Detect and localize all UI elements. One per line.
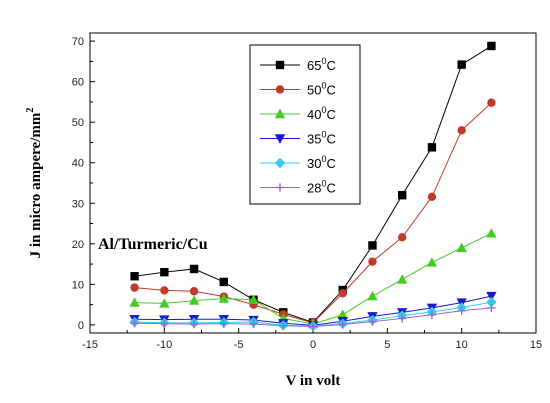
y-tick-label: 60 [72, 77, 84, 89]
legend: 650C 500C 400C 350C 300C 280C [249, 44, 361, 205]
y-tick-label: 0 [78, 320, 84, 332]
legend-item: 350C [260, 130, 336, 147]
legend-marker [275, 60, 285, 70]
x-tick-label: 10 [456, 339, 468, 351]
y-axis-title-main: J in micro ampere/mm [28, 112, 44, 258]
data-point [159, 298, 170, 308]
data-point [456, 242, 467, 253]
legend-frame [249, 44, 361, 205]
data-point [219, 277, 228, 287]
x-axis-title: V in volt [286, 373, 341, 389]
y-tick-label: 40 [72, 158, 84, 170]
data-point [308, 322, 318, 331]
data-point [249, 319, 258, 329]
data-point [457, 60, 466, 69]
data-point [130, 283, 139, 292]
data-point [398, 190, 407, 200]
data-point [338, 320, 347, 329]
series-layer [129, 41, 497, 332]
legend-label: 400C [307, 105, 336, 122]
data-point [426, 257, 438, 267]
legend-marker [274, 108, 286, 119]
data-point [368, 317, 377, 326]
data-point [487, 98, 496, 107]
data-point [160, 286, 169, 295]
data-point [486, 291, 497, 302]
data-point [397, 274, 408, 284]
data-point [188, 295, 200, 305]
y-tick-label: 70 [72, 36, 84, 48]
x-tick-label: -15 [82, 339, 98, 351]
data-point [486, 296, 497, 308]
data-point [219, 319, 228, 328]
data-point [398, 314, 407, 323]
data-point [487, 41, 496, 51]
data-point [337, 309, 348, 319]
data-point [218, 293, 229, 303]
x-tick-label: 0 [310, 339, 316, 351]
data-point [189, 319, 199, 329]
legend-label: 500C [307, 81, 336, 98]
data-point [189, 264, 199, 274]
legend-marker [274, 157, 286, 169]
data-point [189, 287, 199, 296]
legend-label: 300C [307, 154, 336, 171]
data-point [279, 321, 288, 330]
data-point [368, 257, 377, 266]
x-tick-label: 15 [530, 339, 542, 351]
x-tick-label: 5 [384, 339, 390, 351]
y-tick-label: 30 [72, 198, 84, 210]
data-point [486, 228, 497, 238]
y-tick-label: 50 [72, 117, 84, 129]
data-point [427, 192, 437, 201]
data-point [160, 267, 169, 277]
data-point [130, 272, 139, 281]
data-point [457, 126, 466, 135]
legend-label: 650C [307, 56, 336, 73]
data-point [160, 319, 169, 328]
data-point [338, 289, 347, 298]
y-axis-title: J in micro ampere/mm2 [25, 108, 44, 259]
y-tick-label: 20 [72, 239, 84, 251]
data-point [487, 303, 496, 313]
data-point [367, 290, 378, 301]
data-point [427, 310, 437, 319]
legend-label: 280C [307, 179, 336, 196]
x-tick-label: -10 [156, 339, 172, 351]
data-point [248, 294, 259, 304]
data-point [427, 143, 437, 152]
legend-item: 300C [260, 154, 336, 171]
legend-item: 280C [260, 179, 336, 196]
axis-ticks: -15 -10 -5 0 5 10 15 0 10 20 30 40 50 60 70 [72, 36, 542, 351]
x-tick-label: -5 [234, 339, 244, 351]
data-point [368, 241, 377, 250]
data-point [129, 297, 140, 307]
legend-item: 500C [260, 81, 336, 98]
legend-marker [275, 183, 285, 192]
y-axis-title-sup: 2 [25, 108, 36, 113]
annotation-label: Al/Turmeric/Cu [98, 236, 208, 253]
data-point [398, 233, 407, 242]
legend-marker [274, 134, 286, 144]
data-point [130, 319, 139, 328]
data-point [457, 306, 466, 315]
legend-item: 650C [260, 56, 336, 73]
y-tick-label: 10 [72, 279, 84, 291]
legend-marker [275, 85, 285, 94]
legend-item: 400C [260, 105, 336, 122]
legend-label: 350C [307, 130, 336, 147]
series-28 [130, 303, 496, 331]
